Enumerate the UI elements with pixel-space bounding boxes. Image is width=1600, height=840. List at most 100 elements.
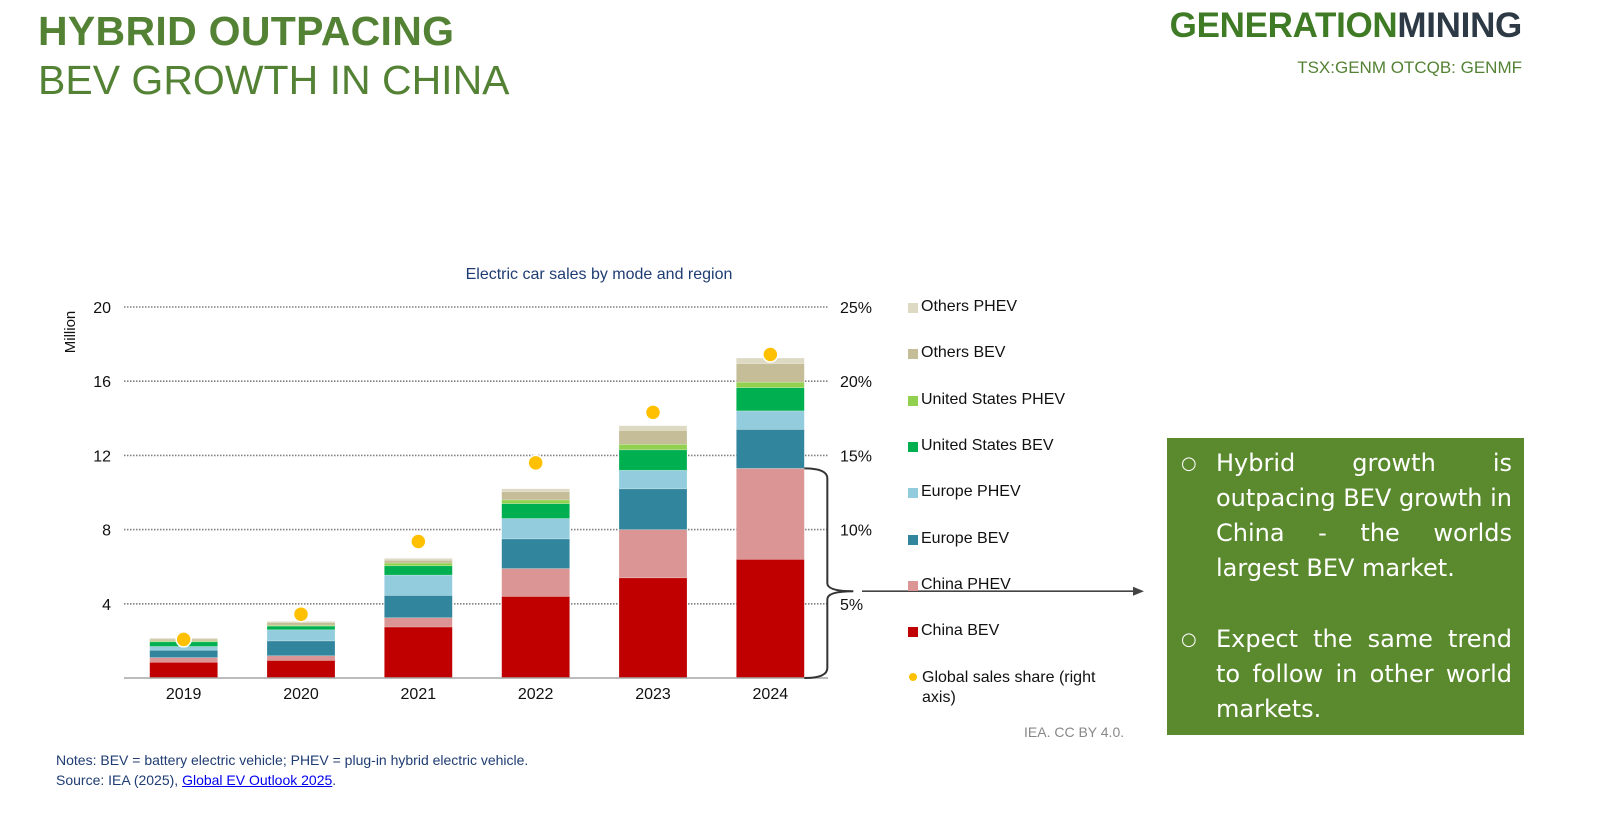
- chart-title: Electric car sales by mode and region: [465, 266, 733, 283]
- legend-item: Europe PHEV: [908, 483, 1021, 501]
- legend-swatch: [908, 534, 918, 545]
- bar-segment: [384, 626, 453, 679]
- gridlines: [124, 306, 828, 605]
- bar-segment: [384, 565, 453, 576]
- bar-segment: [501, 503, 570, 519]
- brace-annotation: [804, 467, 1144, 679]
- share-dot: [527, 454, 544, 472]
- bar-segment: [501, 491, 570, 501]
- legend-swatch: [908, 488, 918, 499]
- bar-segment: [501, 499, 570, 504]
- bar-segment: [618, 443, 688, 451]
- bar-segment: [736, 468, 805, 560]
- bar-segment: [501, 596, 570, 679]
- x-tick-label: 2022: [518, 686, 554, 703]
- legend-item: United States BEV: [908, 437, 1054, 455]
- source-prefix: Source: IEA (2025),: [56, 772, 183, 788]
- bar-segment: [266, 660, 336, 679]
- x-tick-label: 2019: [166, 686, 202, 703]
- bar-segment: [266, 625, 336, 631]
- chart-credit: IEA. CC BY 4.0.: [1024, 724, 1125, 740]
- y2-tick-label: 10%: [840, 523, 872, 540]
- bar-segment: [384, 595, 453, 619]
- callout-bullet-text: Hybrid growth is outpacing BEV growth in…: [1216, 449, 1512, 582]
- legend-swatch: [908, 303, 918, 313]
- source-line: Source: IEA (2025), Global EV Outlook 20…: [56, 770, 528, 790]
- x-tick-label: 2021: [401, 686, 437, 703]
- legend-item: Others BEV: [908, 344, 1005, 362]
- arrow-head-icon: [1133, 586, 1144, 596]
- y2-tick-label: 15%: [840, 448, 872, 465]
- legend-label: Global sales share (right axis): [922, 669, 1096, 707]
- bar-segment: [266, 629, 336, 642]
- legend-swatch: [908, 580, 918, 591]
- bar-segment: [149, 661, 218, 679]
- bar-segment: [736, 558, 805, 679]
- bar-segment: [266, 655, 336, 661]
- page-title: HYBRID OUTPACING: [38, 8, 455, 54]
- logo-text-generation: GENERATION: [1169, 6, 1398, 45]
- bar-segment: [384, 562, 453, 567]
- callout-bullet: ○ Expect the same trend to follow in othe…: [1181, 622, 1512, 727]
- x-tick-label: 2023: [635, 686, 671, 703]
- legend-item: China PHEV: [908, 576, 1011, 594]
- legend-swatch: [908, 441, 918, 452]
- share-dots: [175, 346, 779, 648]
- legend-label: Europe PHEV: [921, 483, 1021, 501]
- bar-segment: [266, 640, 336, 657]
- bar-segment: [736, 410, 805, 430]
- legend-item: Others PHEV: [908, 298, 1017, 316]
- hollow-circle-bullet-icon: ○: [1181, 453, 1197, 474]
- stock-ticker: TSX:GENM OTCQB: GENMF: [1297, 58, 1522, 77]
- share-dot: [292, 605, 310, 623]
- share-dot: [644, 404, 662, 421]
- legend-label: United States PHEV: [921, 390, 1066, 408]
- bar-segment: [501, 538, 570, 569]
- legend-swatch: [908, 349, 918, 360]
- legend-label: China BEV: [921, 622, 1000, 640]
- legend-dot-icon: [909, 673, 917, 682]
- bar-segment: [266, 622, 336, 626]
- bar-segment: [618, 449, 688, 471]
- legend-label: Europe BEV: [921, 529, 1010, 547]
- bar-segment: [149, 649, 218, 658]
- bar-segment: [736, 381, 805, 388]
- x-tick-label: 2020: [283, 686, 319, 703]
- legend-label: Others BEV: [921, 344, 1006, 362]
- y2-tick-label: 5%: [840, 597, 863, 614]
- y2-tick-label: 20%: [840, 374, 872, 391]
- source-suffix: .: [332, 772, 337, 788]
- legend-item: China BEV: [908, 622, 999, 640]
- bar-segment: [618, 577, 688, 679]
- legend-item: Europe BEV: [908, 530, 1009, 548]
- legend-label: China PHEV: [921, 575, 1011, 593]
- chart-notes: Notes: BEV = battery electric vehicle; P…: [56, 750, 528, 790]
- hollow-circle-bullet-icon: ○: [1181, 629, 1197, 650]
- share-dot: [410, 533, 427, 550]
- bar-segment: [736, 363, 805, 383]
- notes-line: Notes: BEV = battery electric vehicle; P…: [56, 752, 529, 768]
- brace-shape: [804, 467, 854, 679]
- bar-segment: [149, 657, 218, 663]
- bars: [149, 357, 805, 679]
- legend-label: United States BEV: [921, 436, 1054, 454]
- page-subtitle: BEV GROWTH IN CHINA: [38, 57, 510, 103]
- y-tick-label: 16: [93, 374, 111, 391]
- bar-segment: [618, 430, 688, 445]
- legend-label: Others PHEV: [921, 298, 1018, 315]
- y2-tick-label: 25%: [840, 300, 872, 317]
- bar-segment: [618, 469, 688, 490]
- legend-item: United States PHEV: [908, 391, 1065, 409]
- bar-segment: [501, 488, 570, 492]
- bar-segment: [736, 387, 805, 412]
- axes: 4 8 12 16 20 5% 10% 15% 20% 25% Million 2019 2020 202…: [62, 300, 872, 703]
- bar-segment: [501, 568, 570, 597]
- bar-segment: [618, 488, 688, 530]
- callout-bullet: ○ Hybrid growth is outpacing BEV growth i…: [1181, 446, 1512, 586]
- legend-swatch: [908, 627, 918, 638]
- source-link[interactable]: Global EV Outlook 2025: [182, 772, 333, 788]
- bar-segment: [384, 574, 453, 596]
- company-logo: GENERATIONMINING: [1169, 6, 1523, 46]
- y-tick-label: 4: [102, 597, 111, 614]
- bar-segment: [618, 529, 688, 579]
